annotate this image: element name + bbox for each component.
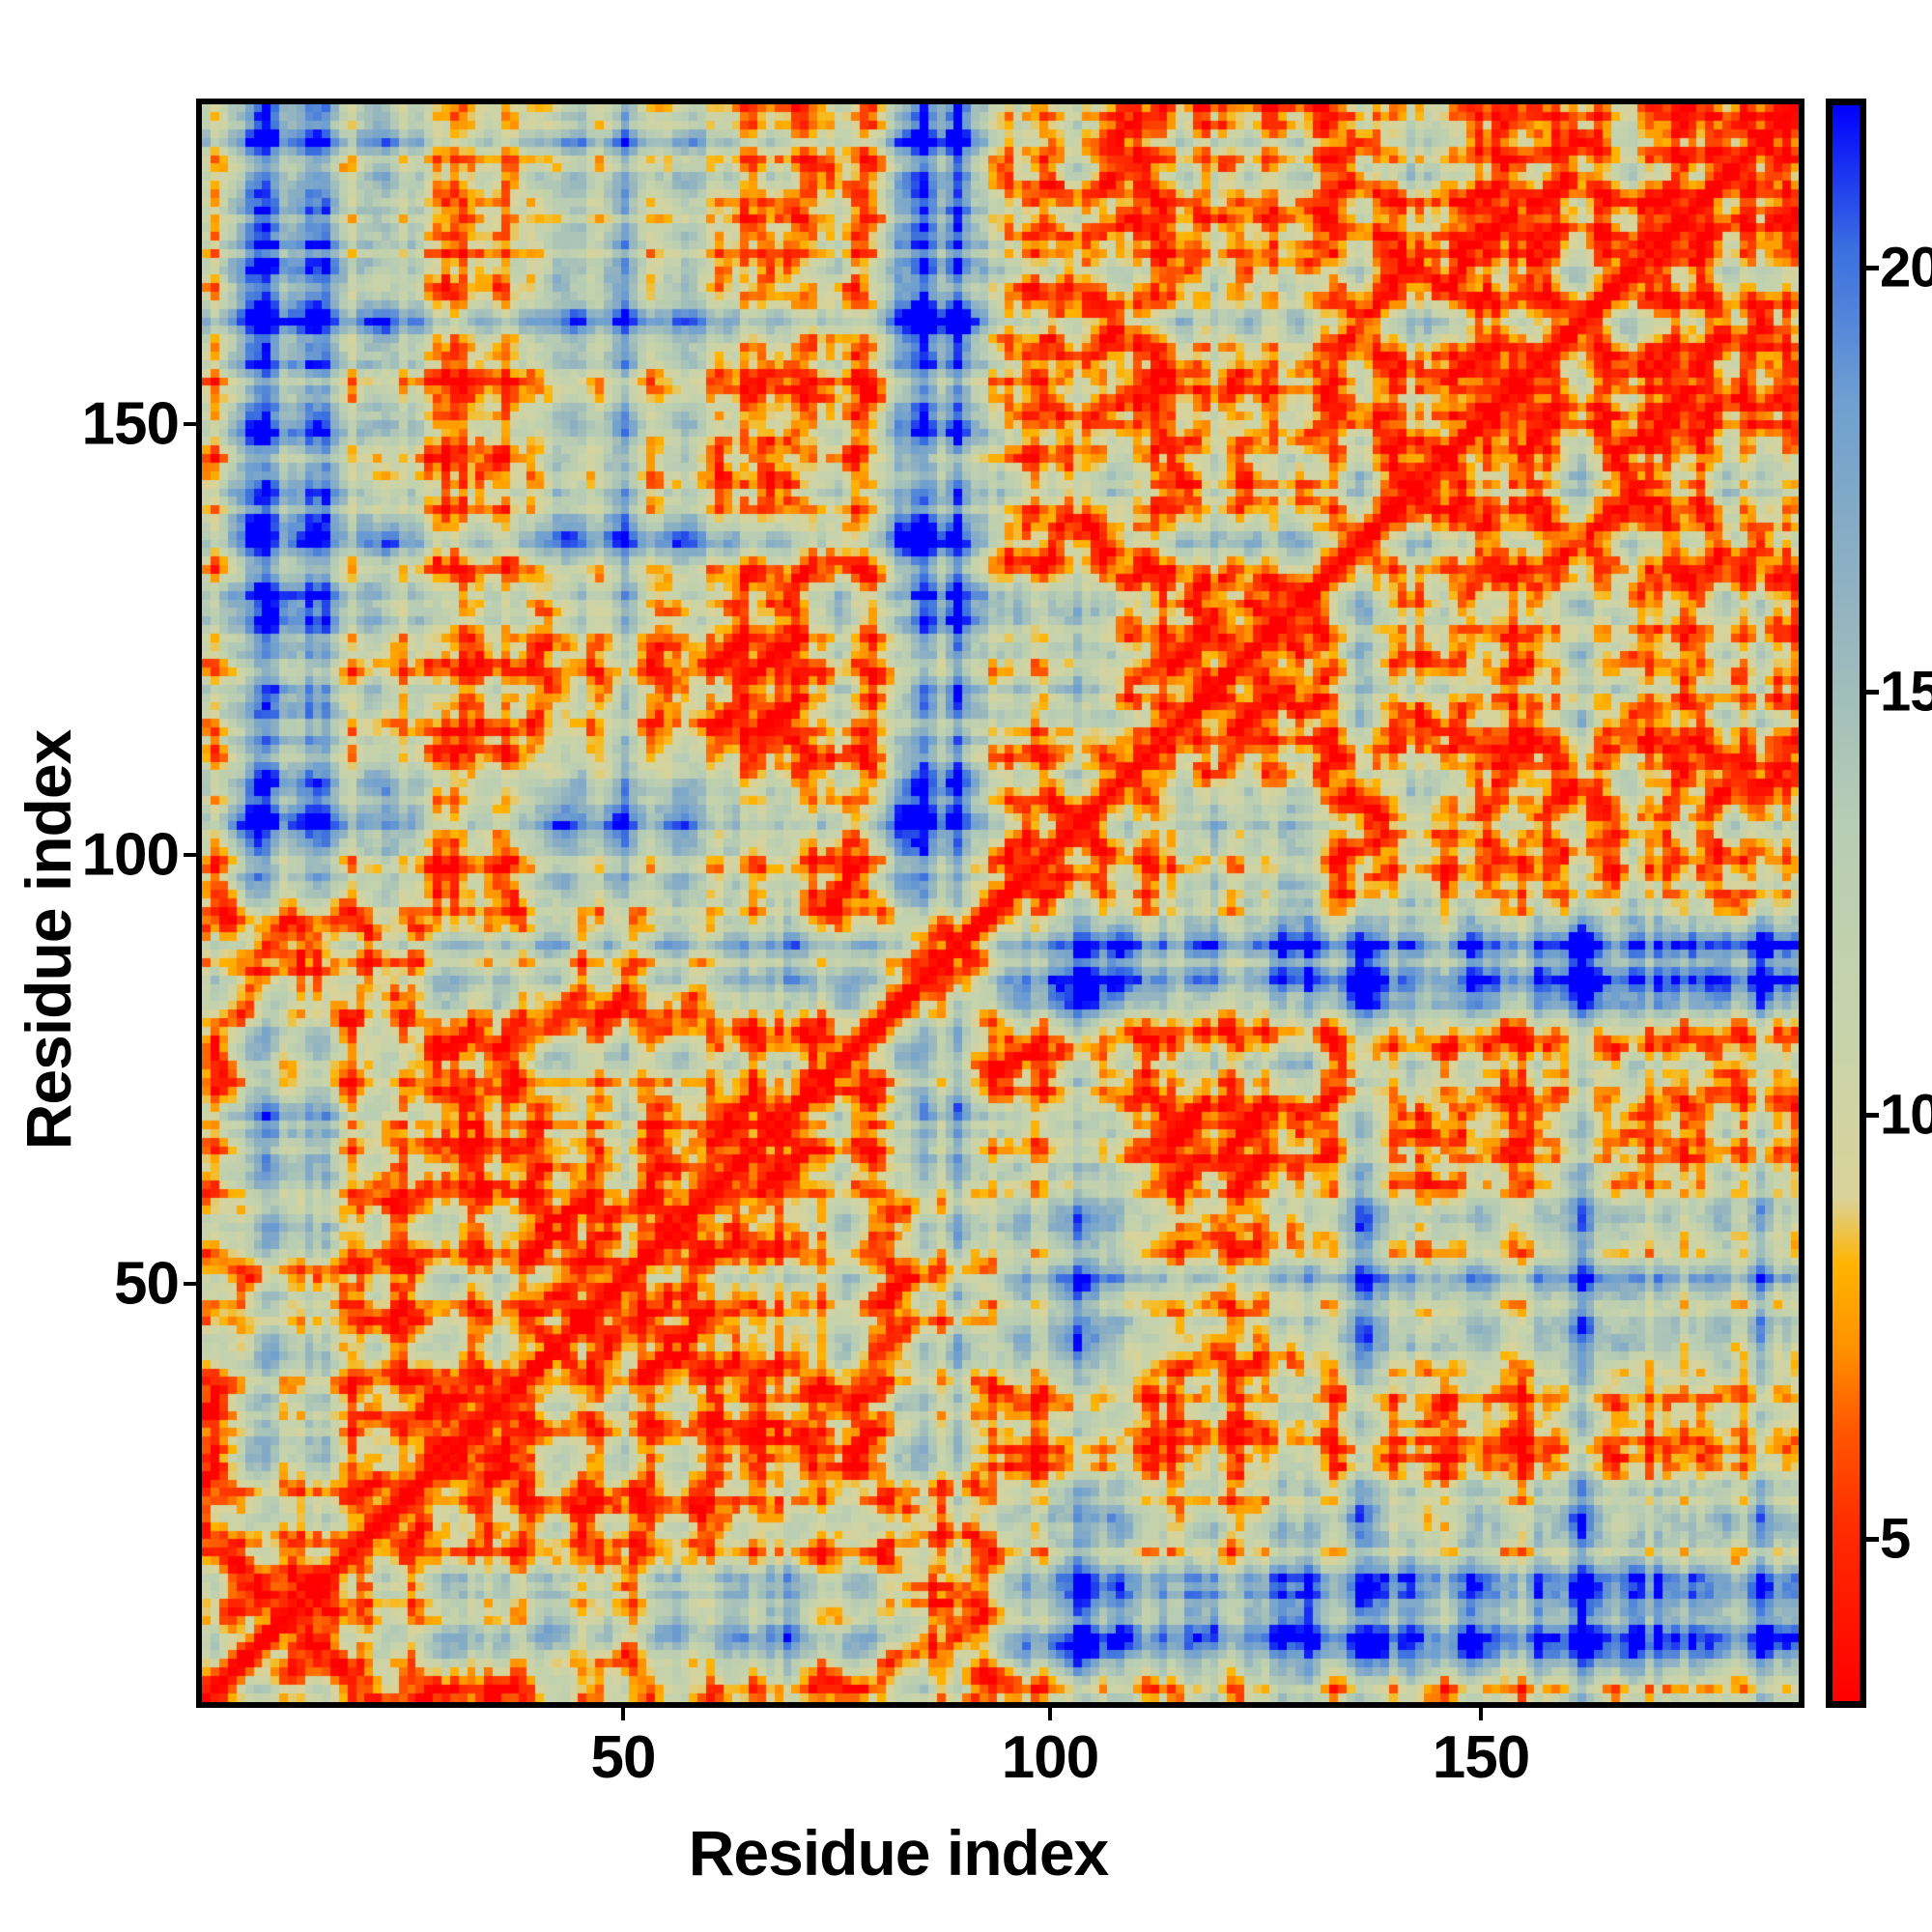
x-ticklabel-50: 50 xyxy=(590,1724,657,1791)
colorbar-label-10: 10 xyxy=(1880,1083,1932,1147)
y-tick-150 xyxy=(184,422,196,426)
x-tick-150 xyxy=(1479,1708,1483,1720)
colorbar-tick-10 xyxy=(1866,1113,1879,1119)
y-ticklabel-100: 100 xyxy=(81,821,180,889)
colorbar-tick-20 xyxy=(1866,266,1879,271)
x-ticklabel-100: 100 xyxy=(1001,1724,1099,1791)
y-axis-label: Residue index xyxy=(13,729,84,1151)
x-tick-50 xyxy=(1048,1708,1052,1720)
x-axis-label-text: Residue index xyxy=(688,1817,1109,1889)
colorbar-label-15: 15 xyxy=(1880,660,1932,724)
colorbar-gradient xyxy=(1833,105,1860,1701)
y-ticklabel-50: 50 xyxy=(114,1250,180,1318)
y-tick-100 xyxy=(184,853,196,857)
heatmap-canvas xyxy=(202,104,1799,1702)
colorbar-label-5: 5 xyxy=(1880,1507,1911,1571)
x-axis-label: Residue index xyxy=(0,1816,1932,1889)
y-tick-50 xyxy=(184,1282,196,1286)
heatmap-plot-area xyxy=(196,99,1804,1708)
colorbar-tick-15 xyxy=(1866,689,1879,695)
y-ticklabel-150: 150 xyxy=(81,390,180,458)
colorbar xyxy=(1826,99,1866,1708)
x-tick-mark-50 xyxy=(621,1708,625,1720)
x-ticklabel-150: 150 xyxy=(1432,1724,1530,1791)
colorbar-tick-5 xyxy=(1866,1536,1879,1542)
colorbar-label-20: 20 xyxy=(1880,236,1932,299)
